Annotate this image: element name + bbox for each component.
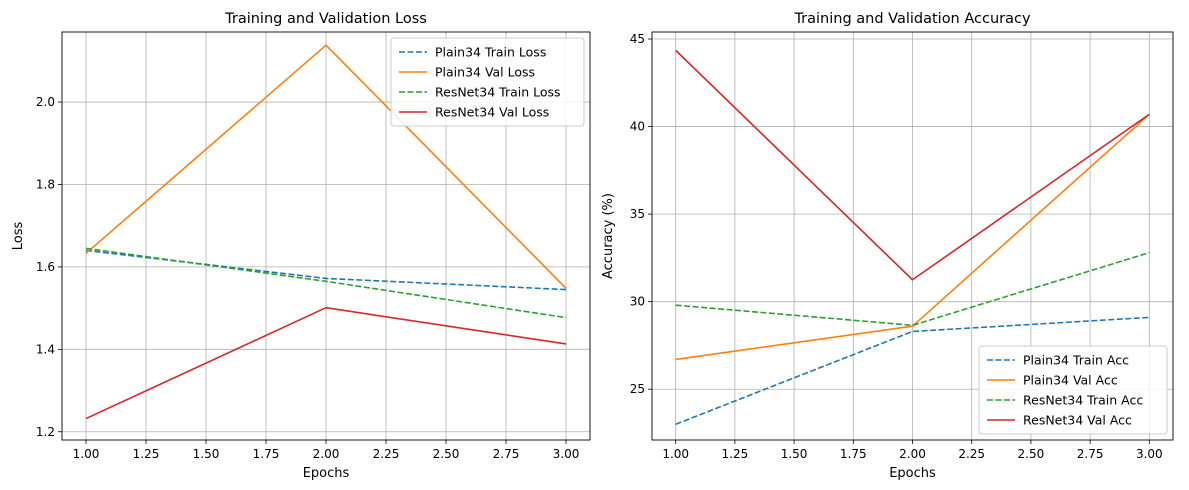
x-tick-label: 1.25: [133, 447, 160, 461]
series-line-4: [85, 306, 567, 420]
x-tick-label: 2.50: [1018, 447, 1045, 461]
series-line-2: [85, 44, 567, 289]
chart-2: 1.00 1.25 1.50 1.75 2.00 2.25 2.50 2.75 3.00 25 30…: [601, 11, 1174, 481]
x-axis-label: Epochs: [889, 466, 936, 481]
y-tick-label: 30: [630, 295, 645, 309]
y-tick-label: 1.8: [36, 177, 55, 191]
x-tick-label: 2.75: [1077, 447, 1104, 461]
y-tick-label: 40: [630, 120, 645, 134]
y-tick-label: 25: [630, 382, 645, 396]
legend-label: ResNet34 Train Loss: [435, 85, 561, 100]
x-tick-label: 1.50: [193, 447, 220, 461]
series-line-3: [85, 247, 567, 319]
legend-label: Plain34 Val Loss: [435, 65, 535, 80]
legend: Plain34 Train Acc Plain34 Val Acc ResNet34…: [978, 345, 1168, 435]
legend-label: ResNet34 Train Acc: [1023, 393, 1143, 408]
x-tick-label: 1.75: [840, 447, 867, 461]
y-axis-label: Loss: [11, 222, 26, 251]
x-tick-label: 1.00: [73, 447, 100, 461]
chart-title: Training and Validation Loss: [224, 11, 427, 27]
y-tick-label: 1.6: [36, 260, 55, 274]
y-tick-label: 1.2: [36, 425, 55, 439]
x-tick-label: 2.25: [373, 447, 400, 461]
legend-label: Plain34 Train Acc: [1023, 353, 1129, 368]
y-tick-label: 2.0: [36, 95, 55, 109]
series-line-2: [675, 113, 1150, 361]
legend-label: ResNet34 Val Loss: [435, 105, 549, 120]
x-tick-label: 1.25: [722, 447, 749, 461]
plot-frame: [651, 31, 1174, 441]
legend-label: Plain34 Train Loss: [435, 45, 546, 60]
y-tick-label: 45: [630, 32, 645, 46]
x-tick-label: 3.00: [1136, 447, 1163, 461]
legend-box: [390, 37, 585, 127]
series-line-4: [675, 49, 1150, 281]
series-line-3: [675, 251, 1150, 327]
series-line-1: [675, 316, 1150, 425]
x-tick-label: 1.75: [253, 447, 280, 461]
legend: Plain34 Train Loss Plain34 Val Loss ResNet…: [390, 37, 585, 127]
chart-title: Training and Validation Accuracy: [793, 11, 1031, 27]
x-axis-label: Epochs: [303, 466, 350, 481]
x-tick-label: 2.00: [899, 447, 926, 461]
plot-frame: [61, 31, 591, 441]
x-tick-label: 2.75: [493, 447, 520, 461]
legend-label: ResNet34 Val Acc: [1023, 413, 1132, 428]
y-tick-label: 1.4: [36, 342, 55, 356]
x-tick-label: 1.50: [781, 447, 808, 461]
legend-label: Plain34 Val Acc: [1023, 373, 1118, 388]
x-tick-label: 2.50: [433, 447, 460, 461]
x-tick-label: 2.00: [313, 447, 340, 461]
chart-1: 1.00 1.25 1.50 1.75 2.00 2.25 2.50 2.75 3.00 1.2 1…: [11, 11, 591, 481]
y-axis-label: Accuracy (%): [601, 193, 616, 279]
x-tick-label: 1.00: [662, 447, 689, 461]
x-tick-label: 3.00: [553, 447, 580, 461]
y-tick-label: 35: [630, 207, 645, 221]
x-tick-label: 2.25: [958, 447, 985, 461]
legend-box: [978, 345, 1168, 435]
